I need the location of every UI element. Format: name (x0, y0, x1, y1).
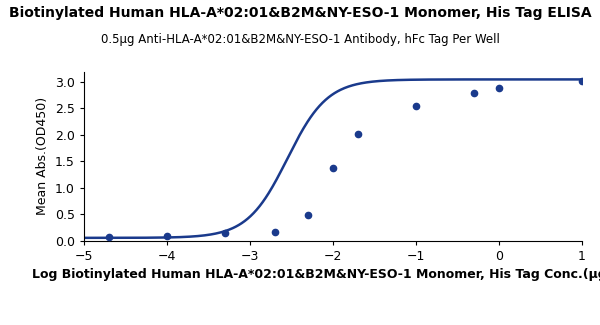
Text: 0.5μg Anti-HLA-A*02:01&B2M&NY-ESO-1 Antibody, hFc Tag Per Well: 0.5μg Anti-HLA-A*02:01&B2M&NY-ESO-1 Anti… (101, 32, 499, 46)
X-axis label: Log Biotinylated Human HLA-A*02:01&B2M&NY-ESO-1 Monomer, His Tag Conc.(μg/ml): Log Biotinylated Human HLA-A*02:01&B2M&N… (32, 268, 600, 281)
Y-axis label: Mean Abs.(OD450): Mean Abs.(OD450) (37, 97, 49, 215)
Text: Biotinylated Human HLA-A*02:01&B2M&NY-ESO-1 Monomer, His Tag ELISA: Biotinylated Human HLA-A*02:01&B2M&NY-ES… (8, 6, 592, 20)
